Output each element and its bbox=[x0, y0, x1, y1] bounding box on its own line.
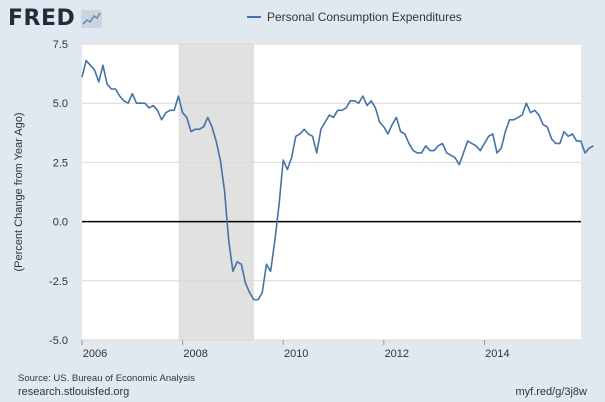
x-tick-label: 2010 bbox=[284, 348, 308, 360]
chart-legend: Personal Consumption Expenditures bbox=[247, 10, 462, 24]
recession-shading bbox=[178, 44, 255, 340]
short-link[interactable]: myf.red/g/3j8w bbox=[515, 386, 587, 398]
y-tick-label: -2.5 bbox=[49, 276, 68, 288]
x-tick-label: 2006 bbox=[83, 348, 107, 360]
y-tick-label: 7.5 bbox=[53, 39, 68, 51]
y-axis-label: (Percent Change from Year Ago) bbox=[13, 113, 25, 272]
x-tick-label: 2012 bbox=[385, 348, 409, 360]
x-tick-label: 2014 bbox=[485, 348, 509, 360]
y-tick-label: -5.0 bbox=[49, 335, 68, 347]
legend-series-swatch bbox=[247, 16, 261, 18]
x-tick-label: 2008 bbox=[183, 348, 207, 360]
site-link[interactable]: research.stlouisfed.org bbox=[18, 386, 130, 398]
y-tick-label: 0.0 bbox=[53, 217, 68, 229]
plot-area bbox=[82, 44, 581, 340]
series-line-pce bbox=[81, 59, 594, 301]
y-tick-label: 2.5 bbox=[53, 157, 68, 169]
fred-chart-icon bbox=[81, 10, 102, 28]
y-axis-ticks: -5.0 -2.5 0.0 2.5 5.0 7.5 bbox=[49, 39, 68, 347]
x-axis-ticks: 2006 2008 2010 2012 2014 bbox=[81, 340, 510, 360]
legend-series-label: Personal Consumption Expenditures bbox=[267, 10, 462, 24]
fred-logo[interactable]: FRED bbox=[8, 6, 76, 31]
y-tick-label: 5.0 bbox=[53, 98, 68, 110]
source-note: Source: US. Bureau of Economic Analysis bbox=[18, 373, 195, 384]
